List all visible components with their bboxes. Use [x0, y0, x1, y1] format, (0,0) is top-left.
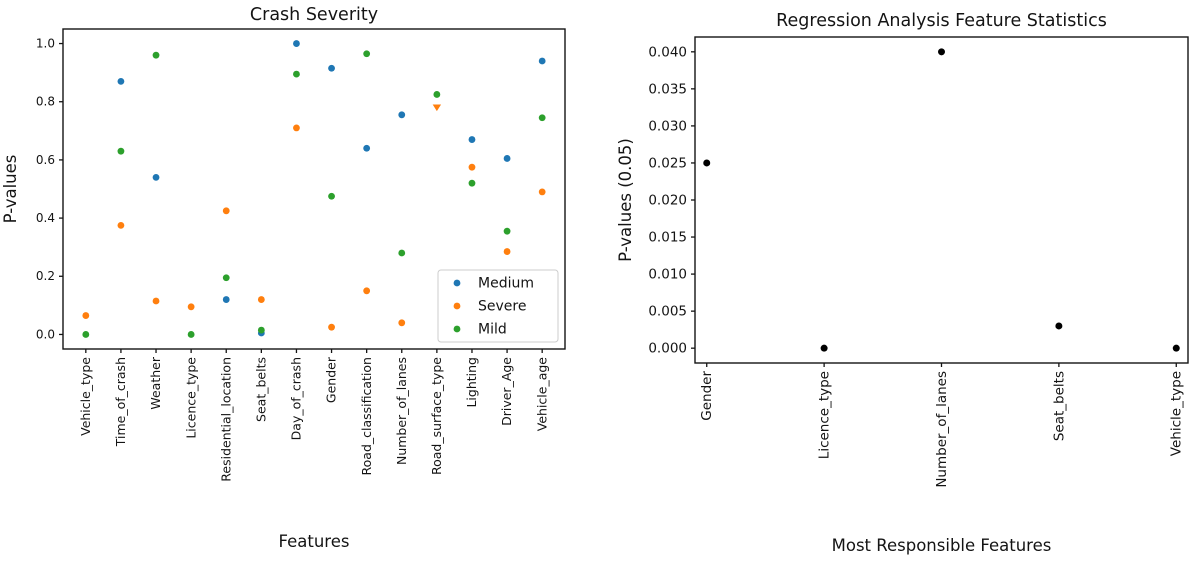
data-point: [398, 319, 406, 327]
regression-stats-chart: 0.000 0.005 0.010 0.015 0.020 0.025 0.030 0.035…: [616, 11, 1189, 555]
x-tick-label: Licence_type: [817, 371, 833, 459]
data-point: [538, 114, 546, 122]
chart-title: Regression Analysis Feature Statistics: [776, 11, 1107, 31]
y-tick-label: 1.0: [36, 37, 55, 51]
x-tick-label: Seat_belts: [1051, 371, 1067, 441]
y-tick-label: 0.0: [36, 327, 55, 341]
legend-box: [437, 269, 559, 343]
data-point: [468, 179, 476, 187]
data-point: [187, 303, 195, 311]
data-point: [82, 312, 90, 319]
y-tick-label: 0.030: [648, 118, 687, 134]
y-tick-label: 0.040: [648, 44, 687, 60]
data-point: [363, 50, 371, 58]
data-point: [538, 188, 546, 196]
x-tick-label: Number_of_lanes: [934, 371, 950, 488]
data-point: [222, 207, 230, 215]
data-point: [938, 48, 945, 56]
data-point: [222, 274, 230, 282]
y-tick-label: 0.025: [648, 155, 687, 171]
x-tick-label: Gender: [324, 356, 339, 403]
data-point: [293, 70, 300, 78]
data-point: [117, 221, 125, 229]
legend-marker: [453, 302, 461, 310]
y-tick-label: 0.005: [648, 304, 687, 320]
y-tick-label: 0.2: [36, 269, 55, 283]
x-axis-label: Features: [279, 532, 350, 551]
data-point: [363, 287, 371, 295]
data-point: [152, 51, 160, 59]
y-tick-label: 0.4: [36, 211, 55, 225]
data-point: [328, 192, 335, 200]
x-tick-label: Gender: [699, 371, 715, 421]
data-point: [117, 77, 125, 85]
legend-label: Medium: [478, 276, 534, 292]
y-tick-label: 0.6: [36, 153, 55, 167]
data-point: [257, 296, 265, 303]
x-tick-label: Vehicle_age: [534, 357, 549, 432]
legend-marker: [453, 325, 461, 333]
data-point: [328, 323, 335, 331]
data-point: [503, 248, 511, 255]
y-axis-label: P-values: [1, 155, 20, 224]
x-tick-label: Time_of_crash: [113, 357, 128, 447]
data-point: [222, 296, 230, 303]
x-tick-label: Residential_location: [218, 357, 233, 482]
data-point: [363, 144, 371, 152]
data-point: [1172, 344, 1180, 352]
x-tick-label: Vehicle_type: [78, 357, 93, 436]
x-tick-label: Number_of_lanes: [394, 357, 409, 465]
data-point: [538, 57, 546, 65]
data-point: [82, 331, 90, 338]
y-tick-label: 0.000: [648, 341, 687, 357]
y-tick-label: 0.035: [648, 81, 687, 97]
chart-title: Crash Severity: [250, 5, 378, 25]
data-point: [187, 331, 195, 338]
x-tick-label: Driver_Age: [499, 357, 514, 426]
y-tick-label: 0.020: [648, 192, 687, 208]
x-tick-label: Road_classification: [359, 357, 374, 475]
plot-border: [62, 28, 566, 350]
data-point: [468, 163, 476, 171]
data-point: [820, 344, 828, 352]
data-point: [152, 173, 160, 181]
y-tick-label: 0.010: [648, 267, 687, 283]
x-tick-label: Lighting: [464, 357, 479, 408]
data-point: [257, 326, 265, 334]
y-axis-label: P-values (0.05): [616, 138, 635, 262]
x-tick-label: Vehicle_type: [1169, 371, 1185, 456]
data-point: [1055, 322, 1063, 330]
data-point: [703, 159, 711, 167]
x-tick-label: Weather: [148, 356, 163, 409]
data-point: [398, 111, 406, 119]
data-point: [503, 227, 511, 235]
x-tick-label: Seat_belts: [253, 357, 268, 422]
legend-label: Mild: [478, 322, 507, 338]
data-point: [293, 124, 300, 132]
y-tick-label: 0.8: [36, 95, 55, 109]
legend-marker: [453, 279, 461, 287]
x-tick-label: Licence_type: [183, 357, 198, 439]
legend-label: Severe: [478, 299, 526, 315]
data-point: [293, 40, 300, 47]
data-point: [398, 249, 406, 257]
plot-border: [694, 36, 1189, 364]
x-tick-label: Day_of_crash: [289, 357, 304, 440]
data-point-triangle: [432, 104, 442, 112]
x-axis-label: Most Responsible Features: [832, 536, 1052, 555]
data-point: [468, 136, 476, 143]
legend: Medium Severe Mild: [437, 269, 559, 343]
y-tick-label: 0.015: [648, 230, 687, 246]
data-point: [503, 155, 511, 162]
data-point: [433, 91, 441, 98]
crash-severity-chart: 0.0 0.2 0.4 0.6 0.8 1.0 Vehicle_type Time_of_cr…: [1, 5, 566, 551]
x-tick-label: Road_surface_type: [429, 357, 444, 475]
data-point: [152, 297, 160, 305]
data-point: [117, 147, 125, 155]
data-point: [328, 64, 335, 72]
